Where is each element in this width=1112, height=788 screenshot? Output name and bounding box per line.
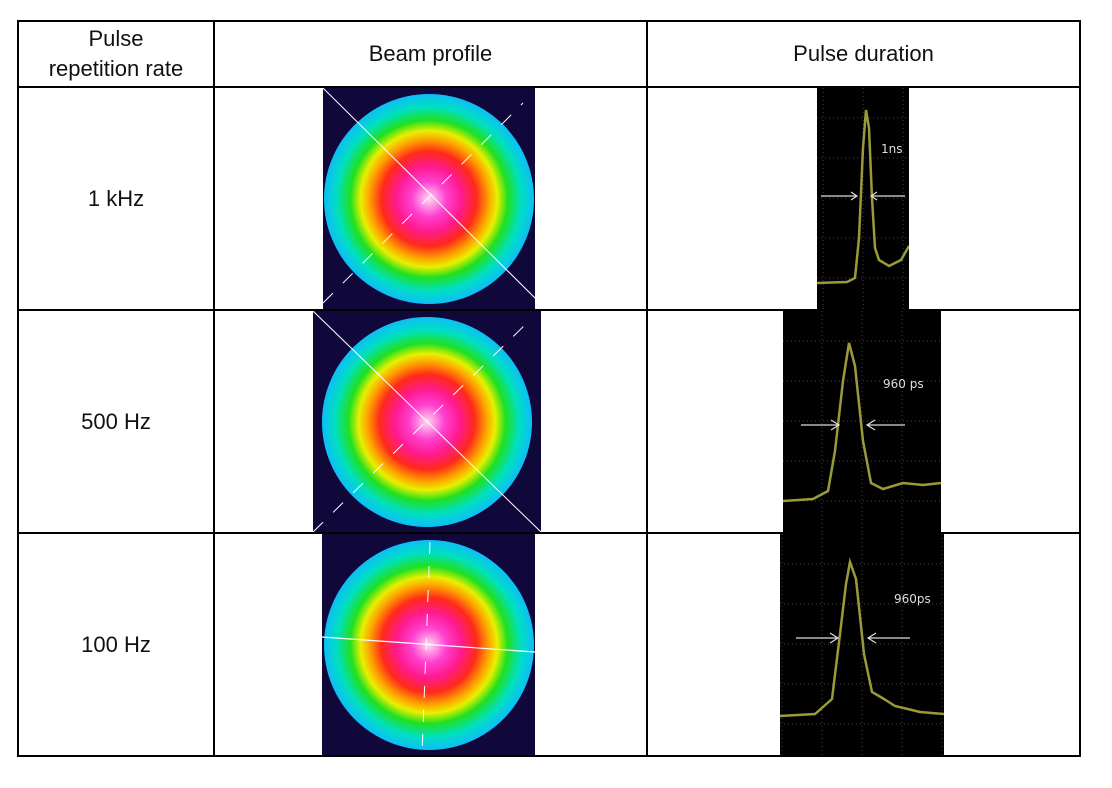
header-rate-line2: repetition rate (48, 56, 184, 81)
header-rate-line1: Pulse (88, 26, 144, 51)
header-rate: Pulse repetition rate (17, 20, 215, 88)
duration-label: 960ps (894, 592, 931, 606)
pulse-cell: 960 ps (646, 309, 1081, 534)
table-row: 500 Hz 960 ps (17, 309, 1081, 534)
table-row: 1 kHz 1ns (17, 86, 1081, 311)
beam-cell (213, 532, 648, 757)
rate-cell: 500 Hz (17, 309, 215, 534)
oscilloscope-trace: 960 ps (783, 311, 941, 532)
beam-profile-image (322, 534, 535, 755)
oscilloscope-trace: 1ns (817, 88, 909, 309)
rate-cell: 100 Hz (17, 532, 215, 757)
beam-cell (213, 309, 648, 534)
duration-label: 960 ps (883, 377, 924, 391)
table-row: 100 Hz 960ps (17, 532, 1081, 757)
oscilloscope-trace: 960ps (780, 534, 944, 755)
pulse-cell: 960ps (646, 532, 1081, 757)
beam-cell (213, 86, 648, 311)
beam-spot (324, 93, 534, 304)
beam-profile-image (323, 88, 535, 309)
duration-label: 1ns (881, 142, 903, 156)
pulse-cell: 1ns (646, 86, 1081, 311)
header-row: Pulse repetition rate Beam profile Pulse … (17, 20, 1081, 88)
header-pulse-duration: Pulse duration (646, 20, 1081, 88)
results-table: Pulse repetition rate Beam profile Pulse … (17, 20, 1081, 757)
beam-profile-image (313, 311, 541, 532)
header-beam-profile: Beam profile (213, 20, 648, 88)
rate-cell: 1 kHz (17, 86, 215, 311)
